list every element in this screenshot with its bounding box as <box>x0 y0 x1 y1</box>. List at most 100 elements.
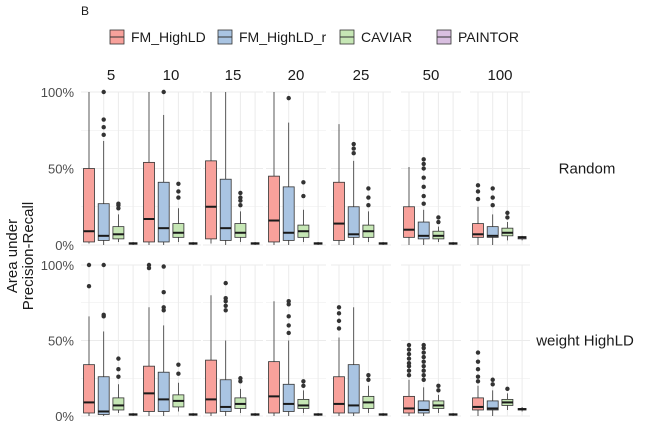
outlier-point <box>301 180 306 185</box>
facet-panel <box>203 264 263 417</box>
box-FM_HighLD <box>333 305 345 416</box>
outlier-point <box>421 157 426 162</box>
box-body <box>282 186 295 241</box>
legend-item: PAINTOR <box>436 29 519 45</box>
outlier-point <box>238 195 243 200</box>
box-PAINTOR <box>188 241 198 245</box>
box-PAINTOR <box>517 406 527 412</box>
column-facet-label: 10 <box>163 67 180 84</box>
box-body <box>219 178 232 241</box>
box-body <box>268 175 280 243</box>
box-FM_HighLD_r <box>219 280 232 416</box>
box-FM_HighLD <box>333 124 345 245</box>
box-body <box>143 365 155 412</box>
outlier-point <box>475 189 481 194</box>
outlier-point <box>86 283 92 289</box>
box-body <box>472 397 484 411</box>
outlier-point <box>475 366 481 372</box>
outlier-point <box>421 363 426 369</box>
box-FM_HighLD <box>403 166 415 245</box>
box-body <box>333 376 345 414</box>
box-CAVIAR <box>234 190 247 242</box>
column-facet-label: 100 <box>487 67 512 84</box>
outlier-point <box>366 373 371 378</box>
outlier-point <box>366 377 371 382</box>
box-FM_HighLD_r <box>486 186 499 245</box>
panel-tag: B <box>81 4 89 18</box>
y-tick-label: 0% <box>55 238 74 253</box>
box-CAVIAR <box>112 356 125 413</box>
outlier-point <box>406 360 412 366</box>
outlier-point <box>436 388 441 393</box>
box-body <box>83 168 95 243</box>
box-FM_HighLD_r <box>97 89 110 245</box>
outlier-point <box>238 379 243 384</box>
outlier-point <box>223 299 228 304</box>
outlier-point <box>475 350 481 355</box>
box-body <box>157 181 170 243</box>
box-FM_HighLD <box>83 262 95 416</box>
box-CAVIAR <box>234 376 247 413</box>
outlier-point <box>336 305 342 310</box>
outlier-point <box>475 379 481 384</box>
box-PAINTOR <box>378 241 388 245</box>
y-tick-label: 50% <box>48 334 74 349</box>
outlier-point <box>421 368 426 373</box>
box-FM_HighLD <box>268 92 280 245</box>
outlier-point <box>490 203 495 208</box>
box-body <box>417 400 430 414</box>
box-PAINTOR <box>517 235 527 241</box>
box-body <box>205 359 217 414</box>
box-body <box>143 161 155 243</box>
facet-panel <box>470 264 530 417</box>
box-FM_HighLD_r <box>282 299 295 416</box>
outlier-point <box>406 356 412 361</box>
box-FM_HighLD_r <box>97 262 110 416</box>
outlier-point <box>223 296 228 301</box>
box-FM_HighLD <box>268 301 280 416</box>
outlier-point <box>86 262 92 268</box>
facet-panel <box>81 89 141 246</box>
outlier-point <box>101 117 106 122</box>
outlier-point <box>336 311 342 316</box>
outlier-point <box>366 203 371 208</box>
outlier-point <box>238 190 243 196</box>
outlier-point <box>475 359 481 364</box>
outlier-point <box>351 146 356 151</box>
box-PAINTOR <box>128 241 138 245</box>
legend: FM_HighLD FM_HighLD_r CAVIAR PAINTOR <box>109 29 519 45</box>
outlier-point <box>505 210 510 216</box>
outlier-point <box>238 376 243 381</box>
column-facet-label: 25 <box>353 67 370 84</box>
box-body <box>172 223 185 238</box>
outlier-point <box>490 377 495 382</box>
box-CAVIAR <box>362 373 375 413</box>
outlier-point <box>286 302 291 307</box>
outlier-point <box>475 196 481 202</box>
y-axis-label: Area under Precision-Recall <box>4 202 37 310</box>
outlier-point <box>406 347 412 352</box>
box-CAVIAR <box>501 386 514 410</box>
box-body <box>417 221 430 240</box>
outlier-point <box>301 383 306 388</box>
outlier-point <box>406 351 412 357</box>
legend-label: FM_HighLD_r <box>239 29 326 45</box>
box-PAINTOR <box>378 412 388 416</box>
outlier-point <box>406 342 412 348</box>
outlier-point <box>421 342 426 348</box>
box-PAINTOR <box>250 412 260 416</box>
outlier-point <box>286 95 291 101</box>
box-body <box>112 397 125 411</box>
legend-label: FM_HighLD <box>131 29 206 45</box>
box-PAINTOR <box>313 241 323 245</box>
box-FM_HighLD <box>143 92 155 245</box>
outlier-point <box>336 318 342 324</box>
box-PAINTOR <box>188 412 198 416</box>
outlier-point <box>366 195 371 200</box>
box-CAVIAR <box>297 379 310 413</box>
box-body <box>472 223 484 238</box>
box-PAINTOR <box>128 412 138 416</box>
facet-panel <box>81 262 141 417</box>
box-FM_HighLD_r <box>347 141 360 245</box>
